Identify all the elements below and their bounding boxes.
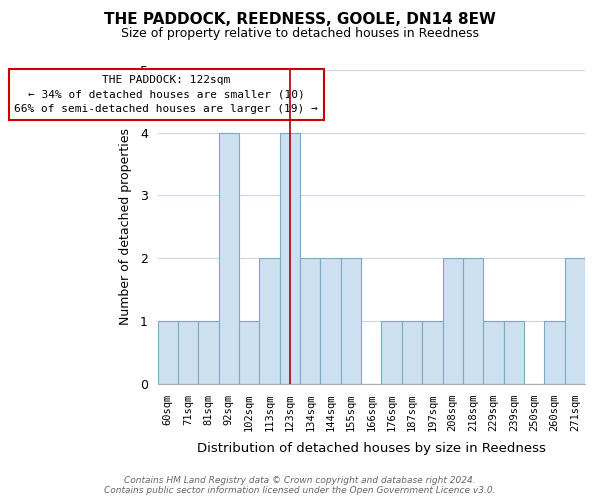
Bar: [239, 321, 259, 384]
Text: THE PADDOCK: 122sqm
← 34% of detached houses are smaller (10)
66% of semi-detach: THE PADDOCK: 122sqm ← 34% of detached ho…: [14, 74, 318, 114]
Bar: [280, 132, 300, 384]
Bar: [483, 321, 503, 384]
Text: Contains HM Land Registry data © Crown copyright and database right 2024.
Contai: Contains HM Land Registry data © Crown c…: [104, 476, 496, 495]
Bar: [382, 321, 402, 384]
Bar: [300, 258, 320, 384]
Bar: [341, 258, 361, 384]
Bar: [178, 321, 198, 384]
Bar: [544, 321, 565, 384]
Bar: [402, 321, 422, 384]
Bar: [463, 258, 483, 384]
Bar: [158, 321, 178, 384]
Bar: [198, 321, 218, 384]
Text: THE PADDOCK, REEDNESS, GOOLE, DN14 8EW: THE PADDOCK, REEDNESS, GOOLE, DN14 8EW: [104, 12, 496, 28]
Bar: [443, 258, 463, 384]
Bar: [259, 258, 280, 384]
Text: Size of property relative to detached houses in Reedness: Size of property relative to detached ho…: [121, 28, 479, 40]
Bar: [218, 132, 239, 384]
Bar: [422, 321, 443, 384]
Bar: [565, 258, 585, 384]
Bar: [320, 258, 341, 384]
X-axis label: Distribution of detached houses by size in Reedness: Distribution of detached houses by size …: [197, 442, 546, 455]
Bar: [503, 321, 524, 384]
Y-axis label: Number of detached properties: Number of detached properties: [119, 128, 131, 326]
